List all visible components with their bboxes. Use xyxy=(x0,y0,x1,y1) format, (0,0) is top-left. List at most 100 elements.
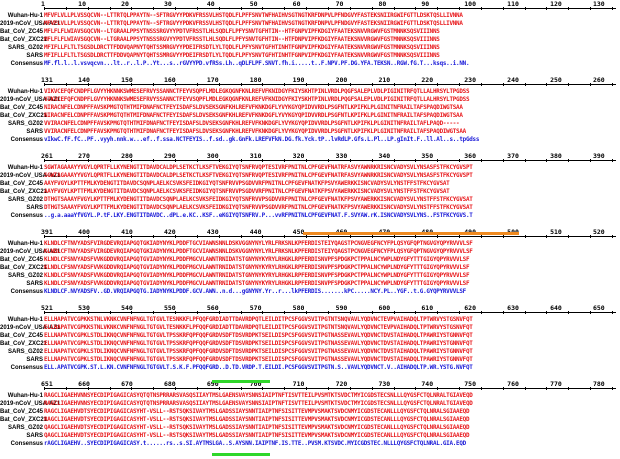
sequence-text: QAGCLIGAEHVDTSYECDIPIGAGICASYHT-VSLL--RS… xyxy=(44,433,470,439)
ruler-tick xyxy=(109,7,111,10)
sequence-text: VIKVCEFQFCNDPFLGVYYHKNNKSWMESEFRVYSSANNC… xyxy=(44,97,470,103)
sequence-label: Consensus xyxy=(10,61,43,67)
consensus-row: Consensus ELL.APATVCGPK.ST.L.KN.CVNFNFNGL… xyxy=(0,364,620,372)
ruler-tick xyxy=(262,83,264,86)
ruler-tick xyxy=(65,159,67,162)
sequence-text: MF.fl.l..l.vsvqcvn...lt..r..l.P..Yt...s.… xyxy=(44,61,470,67)
sequence-text: MFIFLLFLTLTSGSDLDRCTTFDDVQAPNYTQHTSSMRGV… xyxy=(44,45,440,51)
sequence-row: Wuhan-Hu-1 VIKVCEFQFCNDPFLGVYYHKNNKSWMESE… xyxy=(0,88,620,96)
ruler-tick xyxy=(612,7,613,10)
ruler-tick xyxy=(524,387,526,390)
ruler-tick xyxy=(546,387,548,390)
ruler-tick xyxy=(524,159,526,162)
ruler-tick xyxy=(328,311,329,314)
ruler-number: 190 xyxy=(292,76,305,84)
ruler-tick xyxy=(131,159,133,162)
sequence-text: ELLNAPATVCGPKLSTDLIKNQCVNFNFNGLTGTGVLTPS… xyxy=(44,341,473,347)
ruler-number: 140 xyxy=(78,76,90,84)
ruler-tick xyxy=(568,311,570,314)
sequence-label: Wuhan-Hu-1 xyxy=(7,317,43,323)
ruler-number: 400 xyxy=(78,228,90,236)
ruler-number: 690 xyxy=(206,380,219,388)
ruler-tick xyxy=(480,235,482,238)
sequence-row: 2019-nCoV_USA-AZ1 RAGCLIGAEHVNNSYECDIPIGA… xyxy=(0,400,620,408)
ruler-number: 740 xyxy=(421,380,434,388)
ruler-number: 610 xyxy=(421,304,434,312)
ruler-tick xyxy=(306,311,308,314)
sequence-label: Bat_CoV_ZC45 xyxy=(0,181,44,187)
sequence-label: 2019-nCoV_USA-AZ1 xyxy=(0,173,61,179)
sequence-text: KLNDLCFSNVYADSFVVKGDDVRQIAPGQTGVIADYNYKL… xyxy=(44,257,470,263)
ruler-tick xyxy=(284,235,286,238)
ruler-numbers: 521 530 540 550 560 570 580 590 600 610 620 630 640 6… xyxy=(0,304,620,312)
ruler-tick xyxy=(44,83,45,86)
sequence-label: Consensus xyxy=(10,365,43,371)
sequence-row: SARS_GZ02 ELLNAPATVCGPKLSTDLIKNQCVNFNFNGL… xyxy=(0,348,620,356)
ruler-tick xyxy=(306,235,308,238)
sequence-text: RAGCLIGAEHVNNSYECDIPIGAGICASYQTQTNSPRRAR… xyxy=(44,401,473,407)
ruler-number: 780 xyxy=(592,380,605,388)
sequence-text: AAYFVGYLKPTTFMLKYDENGTITDAVDCSQNPLAELKCS… xyxy=(44,189,450,195)
sequence-row: Bat_CoV_ZC45 ELLNAPATVCGPKLSTDLIKNQCVNFNF… xyxy=(0,332,620,340)
ruler-tick xyxy=(437,7,439,10)
ruler-tick xyxy=(65,311,67,314)
sequence-row: Bat_CoV_ZC45 RAGCLIGAEHVDTSYECDIPIGAGICAS… xyxy=(0,408,620,416)
ruler-tick xyxy=(65,7,67,10)
ruler-tick xyxy=(415,83,417,86)
ruler-tick xyxy=(175,83,177,86)
ruler-tick xyxy=(480,311,482,314)
sequence-text: MFLFLFLWIAVSGQCVN--LTGRAALPPSYTNSSSRGVYY… xyxy=(44,29,440,35)
ruler-number: 40 xyxy=(206,0,215,8)
sequence-text: vIkwC.fF.fC..PF..vyyh.nnk.w...ef..f.ssa.… xyxy=(44,137,480,143)
sequence-text: VVIRACNFELCDNPFFAVSKPMGTQTHTMIFDNAFNCTFE… xyxy=(44,121,460,127)
ruler-number: 120 xyxy=(550,0,562,8)
ruler-tick xyxy=(262,311,264,314)
ruler-number: 270 xyxy=(78,152,90,160)
ruler-tick xyxy=(328,83,329,86)
ruler-number: 220 xyxy=(421,76,434,84)
sequence-row: SARS ELLNAPATVCGPKLSTDLIKNQCVNFNFNGLTGTGV… xyxy=(0,356,620,364)
sequence-text: MFIFLLFLTLTSGSDLDRCTTFDDVQAPNYTQHTSSMRGV… xyxy=(44,53,440,59)
ruler-tick xyxy=(524,83,526,86)
ruler-number: 230 xyxy=(464,76,477,84)
ruler-tick xyxy=(131,235,133,238)
cleavage-site-marker-top xyxy=(212,380,270,383)
ruler-number: 20 xyxy=(121,0,129,8)
consensus-row: Consensus ..g.a.aaaYfVGYL.P.tF.LKY.ENGTIT… xyxy=(0,212,620,220)
sequence-row: Wuhan-Hu-1 SGWTAGAAAYYVGYLQPRTFLLKYNENGTI… xyxy=(0,164,620,172)
ruler-tick xyxy=(393,7,395,10)
ruler-number: 290 xyxy=(163,152,176,160)
ruler-tick xyxy=(371,387,373,390)
sequence-label: Consensus xyxy=(10,441,43,447)
ruler-number: 130 xyxy=(592,0,605,8)
ruler-tick xyxy=(87,311,89,314)
sequence-label: Bat_CoV_ZC45 xyxy=(0,409,44,415)
ruler-tick xyxy=(349,7,351,10)
sequence-text: MFVFLVLLPLVSSQCVN--LTTRTQLPPAYTN--SFTRGV… xyxy=(44,21,463,27)
ruler-tick xyxy=(65,235,67,238)
ruler-number: 320 xyxy=(292,152,305,160)
ruler-number: 710 xyxy=(292,380,305,388)
ruler-tick xyxy=(131,311,133,314)
ruler-number: 360 xyxy=(464,152,477,160)
ruler-tick xyxy=(568,83,570,86)
sequence-text: VVIRACNFELCDNPFFAVSKPMGTQTHTMIFDNAFNCTFE… xyxy=(44,129,466,135)
sequence-row: Bat_CoV_ZXC21 AAYFVGYLKPTTFMLKYDENGTITDAV… xyxy=(0,188,620,196)
ruler-tick xyxy=(546,159,548,162)
ruler-tick xyxy=(437,311,439,314)
ruler-tick xyxy=(65,83,67,86)
ruler-tick xyxy=(568,7,570,10)
ruler-number: 90 xyxy=(421,0,430,8)
sequence-text: KLNDLCFTNVYADSFVIRGDEVRQIAPGQTGKIADYNYKL… xyxy=(44,241,473,247)
ruler-number: 680 xyxy=(163,380,176,388)
ruler-tick xyxy=(175,235,177,238)
sequence-label: Bat_CoV_ZXC21 xyxy=(0,417,48,423)
sequence-label: Consensus xyxy=(10,289,43,295)
ruler-tick xyxy=(262,7,264,10)
ruler-tick xyxy=(240,311,242,314)
ruler-tick xyxy=(612,159,613,162)
sequence-label: SARS xyxy=(26,281,43,287)
ruler-number: 180 xyxy=(249,76,262,84)
sequence-row: SARS QAGCLIGAEHVDTSYECDIPIGAGICASYHT-VSLL… xyxy=(0,432,620,440)
ruler-tick xyxy=(175,311,177,314)
